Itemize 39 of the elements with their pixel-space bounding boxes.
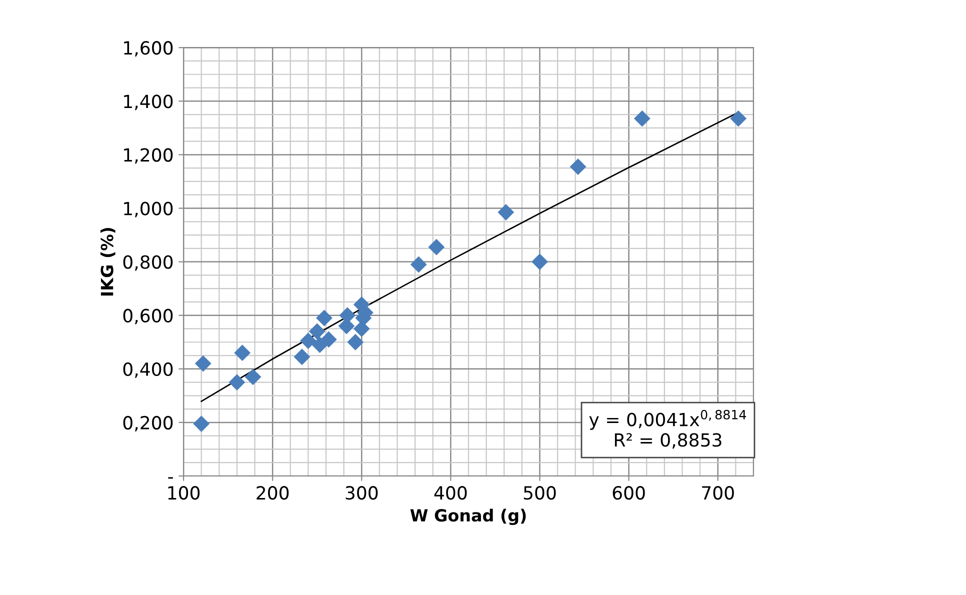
- x-tick-label: 200: [256, 486, 289, 500]
- x-tick-label: 400: [434, 486, 467, 500]
- point: [308, 323, 326, 340]
- point: [234, 344, 251, 362]
- y-tick-label: 0,800: [123, 255, 173, 271]
- annotation: y = 0,0041x$^{0,8814}$: [589, 410, 746, 430]
- y-tick-label: 0,600: [123, 308, 173, 324]
- y-tick-label: 1,200: [124, 148, 173, 164]
- y-tick-label: 1,000: [124, 202, 173, 218]
- y-tick-label: -: [168, 477, 173, 479]
- point: [532, 254, 548, 270]
- point: [194, 355, 212, 372]
- point: [410, 256, 427, 273]
- point: [316, 310, 332, 326]
- point: [730, 110, 747, 127]
- x-tick-label: 700: [702, 486, 734, 500]
- x-tick-label: 600: [612, 486, 645, 500]
- point: [320, 331, 337, 348]
- x-tick-label: 300: [346, 486, 378, 500]
- y-tick-label: 1,400: [124, 94, 173, 110]
- point: [244, 368, 262, 386]
- y-axis-title: IKG (%): [100, 228, 116, 296]
- point: [498, 204, 514, 220]
- point: [300, 332, 316, 350]
- y-tick-label: 0,400: [123, 362, 173, 378]
- point: [347, 334, 364, 350]
- y-tick-label: 0,200: [123, 416, 173, 432]
- point: [294, 348, 310, 366]
- y-tick-label: 1,600: [124, 41, 173, 57]
- point: [228, 374, 246, 391]
- point: [428, 238, 445, 256]
- point: [634, 110, 650, 127]
- point: [312, 336, 328, 354]
- point: [570, 158, 586, 175]
- x-axis-title: W Gonad (g): [410, 508, 526, 526]
- x-tick-label: 100: [168, 486, 200, 500]
- annotation: R² = 0,8853: [614, 433, 722, 449]
- point: [193, 416, 210, 432]
- x-tick-label: 500: [524, 486, 556, 500]
